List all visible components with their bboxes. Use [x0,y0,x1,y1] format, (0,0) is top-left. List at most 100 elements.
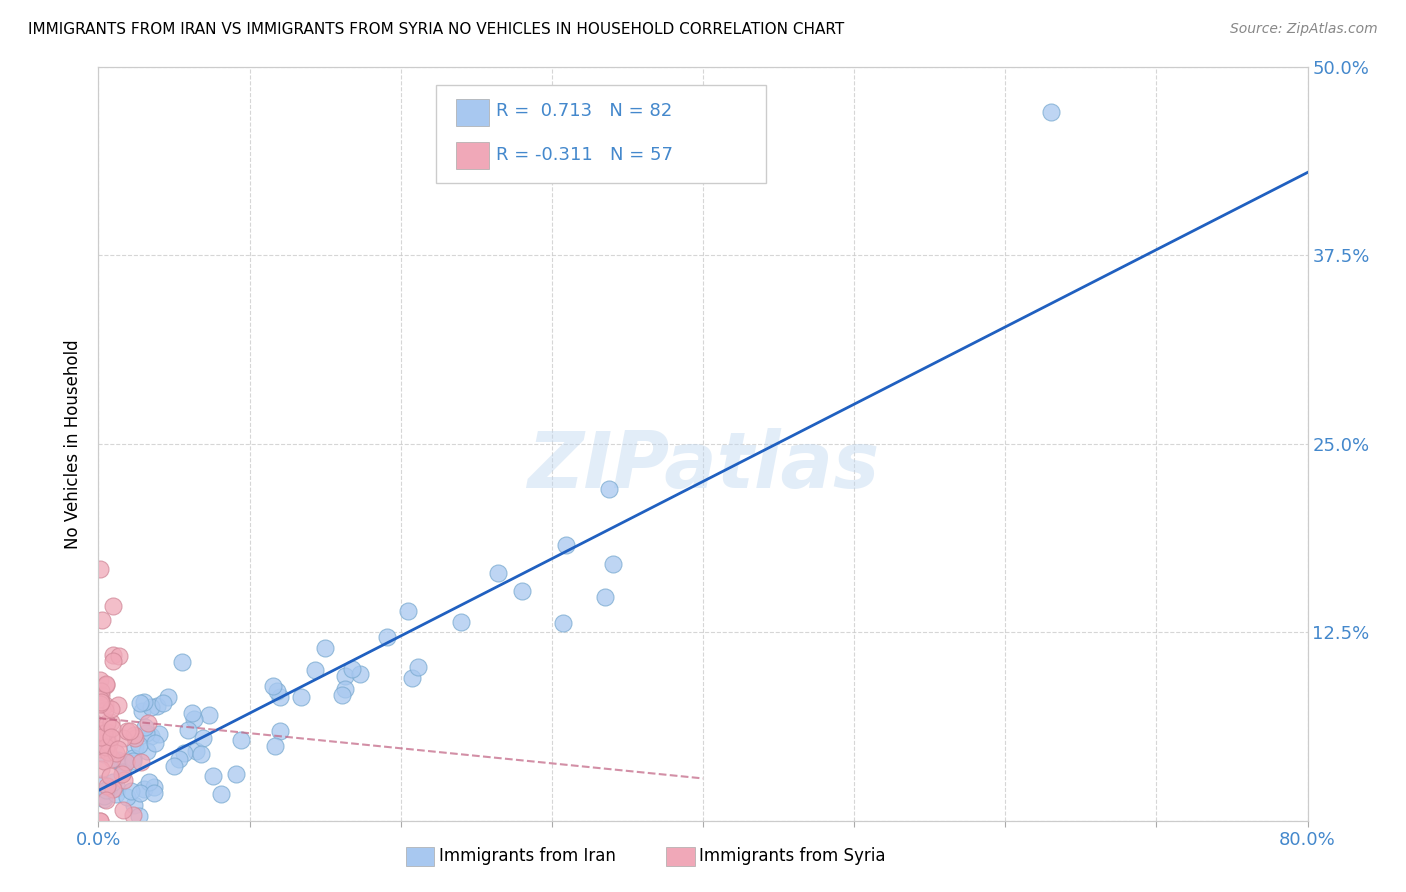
Point [375,630,398,644]
Point [101,599,124,614]
Point [96,715,118,730]
Point [112,731,135,745]
Y-axis label: No Vehicles in Household: No Vehicles in Household [65,339,83,549]
Point [118,723,141,738]
Point [122,728,145,742]
Point [132,695,155,709]
Point [335,669,357,683]
Point [89,719,111,733]
Point [93,789,115,803]
Point [104,788,127,802]
Text: IMMIGRANTS FROM IRAN VS IMMIGRANTS FROM SYRIA NO VEHICLES IN HOUSEHOLD CORRELATI: IMMIGRANTS FROM IRAN VS IMMIGRANTS FROM … [28,22,845,37]
Point [128,739,150,753]
Point [89,697,111,711]
Point [128,809,150,823]
Point [143,780,166,794]
Point [100,731,122,745]
Point [340,662,363,676]
Point [101,722,124,736]
Point [554,538,576,552]
Point [135,726,157,740]
Point [266,683,288,698]
Point [143,736,166,750]
Point [104,746,127,760]
Point [551,616,574,631]
Point [396,604,419,618]
Text: Immigrants from Syria: Immigrants from Syria [699,847,886,865]
Text: Source: ZipAtlas.com: Source: ZipAtlas.com [1230,22,1378,37]
Point [112,803,135,817]
Point [177,723,200,738]
Point [183,712,205,726]
Point [97,745,120,759]
Point [100,752,122,766]
Point [304,663,326,677]
Point [107,753,129,767]
Point [139,729,162,743]
Point [96,724,118,739]
Point [134,720,156,734]
Point [115,724,138,739]
Point [94,676,117,690]
Point [269,724,291,739]
Point [190,747,212,761]
Point [90,733,112,747]
Point [198,707,221,722]
Point [349,667,371,681]
Point [94,703,117,717]
Point [143,786,166,800]
Point [136,744,159,758]
Point [89,723,111,738]
Point [94,698,117,713]
Point [132,782,155,797]
Point [108,648,131,663]
Point [193,731,215,746]
Point [89,692,111,706]
Point [90,695,112,709]
Text: R = -0.311   N = 57: R = -0.311 N = 57 [496,146,673,164]
Point [107,742,129,756]
Point [264,739,287,753]
Point [111,758,134,772]
Point [129,696,152,710]
Point [90,728,112,742]
Point [94,782,117,797]
Point [152,697,174,711]
Text: Immigrants from Iran: Immigrants from Iran [439,847,616,865]
Point [184,744,207,758]
Point [90,688,112,702]
Point [180,706,202,720]
Point [90,742,112,756]
Point [262,679,284,693]
Point [115,790,138,805]
Text: ZIPatlas: ZIPatlas [527,428,879,504]
Point [90,777,112,791]
Text: R =  0.713   N = 82: R = 0.713 N = 82 [496,103,672,120]
Point [138,774,160,789]
Point [98,769,121,783]
Point [201,769,224,783]
Point [1039,105,1062,120]
Point [156,690,179,704]
Point [98,780,121,795]
Point [97,738,120,752]
Point [146,698,169,713]
Point [225,766,247,780]
Point [111,767,134,781]
Point [128,786,150,800]
Point [105,781,128,796]
Point [173,746,195,760]
Point [89,814,111,828]
Point [100,714,122,729]
Point [115,755,138,769]
Point [136,716,159,731]
Point [121,751,143,765]
Point [112,755,135,769]
Point [94,739,117,754]
Point [89,562,111,576]
Point [229,732,252,747]
Point [170,655,193,669]
Point [111,764,134,779]
Point [163,758,186,772]
Point [290,690,312,704]
